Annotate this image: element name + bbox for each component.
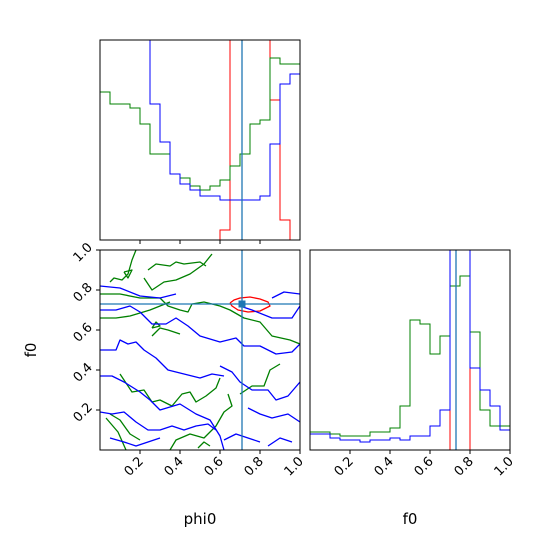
contour-green-11: [151, 321, 161, 329]
contour-blue-0: [100, 305, 300, 355]
contour-blue-6: [271, 291, 300, 299]
contour-green-2: [100, 301, 171, 319]
contour-blue-9: [100, 285, 177, 299]
contour-blue-11: [267, 437, 293, 447]
phi0-x-tick-label-1: 0.4: [162, 454, 187, 479]
contour-green-7: [169, 393, 233, 450]
contour-green-6: [109, 413, 141, 441]
f0-x-tick-label-3: 0.8: [452, 454, 477, 479]
contour-green-8: [239, 363, 281, 395]
contour-green-0: [109, 250, 137, 283]
x-axis-label-f0: f0: [403, 510, 418, 528]
f0-x-tick-label-2: 0.6: [412, 454, 437, 479]
contour-blue-3: [100, 411, 217, 431]
f0-y-tick-label-3: 0.8: [71, 280, 96, 305]
histogram-f0-panel: 0.2 0.4 0.6 0.8 1.0: [309, 249, 517, 479]
histogram-phi0-red-series: [100, 40, 300, 240]
f0-x-tick-label-1: 0.4: [372, 454, 397, 479]
contour-green-9: [151, 327, 181, 337]
phi0-x-tick-label-0: 0.2: [122, 454, 147, 479]
f0-x-tick-label-0: 0.2: [332, 454, 357, 479]
histogram-f0-frame: [309, 249, 511, 451]
f0-y-tick-label-4: 1.0: [71, 240, 96, 265]
histogram-phi0-panel: [99, 39, 301, 244]
histogram-f0-green-series: [310, 275, 510, 437]
truth-marker: [238, 300, 246, 308]
contour-green-12: [197, 441, 211, 449]
f0-y-tick-label-0: 0.2: [71, 400, 96, 425]
contour-blue-2: [100, 375, 225, 450]
phi0-x-tick-label-2: 0.6: [202, 454, 227, 479]
y-axis-label-f0: f0: [22, 343, 40, 358]
contour-frame: [99, 249, 301, 451]
histogram-phi0-blue-series: [100, 40, 300, 201]
contour-green-4: [147, 261, 207, 271]
contour-blue-8: [247, 407, 300, 423]
f0-y-tick-label-2: 0.6: [71, 320, 96, 345]
contour-green-13: [105, 417, 127, 450]
contour-blue-1: [100, 339, 225, 379]
contour-blue-7: [219, 365, 300, 401]
contour-green-5: [119, 373, 221, 407]
contour-green-10: [123, 269, 133, 279]
f0-y-tick-label-1: 0.4: [71, 360, 96, 385]
histogram-f0-blue-series: [310, 250, 510, 443]
contour-blue-5: [239, 305, 300, 319]
histogram-phi0-frame: [99, 39, 301, 241]
contour-green-3: [143, 253, 213, 291]
phi0-x-tick-label-4: 1.0: [282, 454, 307, 479]
phi0-x-tick-label-3: 0.8: [242, 454, 267, 479]
x-axis-label-phi0: phi0: [184, 510, 217, 528]
contour-blue-4: [109, 437, 161, 447]
f0-x-tick-label-4: 1.0: [492, 454, 517, 479]
contour-green-1: [100, 293, 300, 345]
contour-phi0-f0-panel: 0.2 0.4 0.6 0.8 1.0 0.2 0.4 0.6 0.8 1.0: [71, 240, 307, 479]
